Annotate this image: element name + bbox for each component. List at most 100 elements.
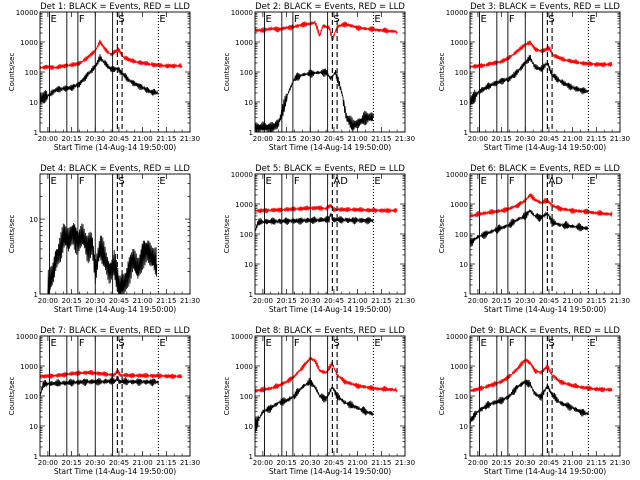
y-tick-label: 10000 [231,9,253,17]
event-marker-label: E [374,176,380,187]
y-axis-label: Counts/sec [8,215,16,254]
plot-frame [39,173,191,295]
x-tick-label: 20:45 [539,297,559,305]
y-tick-label: 1 [249,453,253,461]
event-marker-label: S [548,338,554,349]
y-tick-label: 10000 [16,333,38,341]
y-tick-label: 1 [464,291,468,299]
y-tick-label: 10 [244,261,253,269]
x-tick-label: 20:15 [276,135,296,143]
x-tick-label: 21:00 [563,297,583,305]
y-tick-label: 10 [29,216,38,224]
panel-data [40,369,183,398]
event-marker-label: F [294,338,300,349]
event-marker-label: E [50,14,56,25]
panel-title: Det 1: BLACK = Events, RED = LLD [40,2,190,12]
y-tick-label: 1000 [235,39,253,47]
panel-data [470,40,613,105]
x-tick-label: 21:00 [133,297,153,305]
x-tick-label: 21:15 [156,459,176,467]
event-marker-label: S [333,338,339,349]
x-tick-label: 20:45 [109,459,129,467]
panel-det-5: Det 5: BLACK = Events, RED = LLD 1 10 100 10… [223,164,415,314]
plot-frame [469,335,621,457]
x-tick-label: 20:15 [276,459,296,467]
x-tick-label: 21:00 [563,135,583,143]
panel-title: Det 2: BLACK = Events, RED = LLD [255,2,405,12]
event-marker-label: S [118,338,124,349]
series-line-events [470,378,589,425]
x-axis-label: Start Time (14-Aug-14 19:50:00) [269,143,391,152]
panel-data [255,20,398,132]
panel-det-9: Det 9: BLACK = Events, RED = LLD 1 10 100 10… [438,326,630,476]
x-tick-label: 21:15 [156,135,176,143]
event-marker-label: E [265,14,271,25]
y-tick-label: 1000 [235,363,253,371]
x-tick-label: 21:30 [180,135,200,143]
y-tick-label: 1 [34,453,38,461]
y-tick-label: 10000 [231,333,253,341]
x-tick-label: 21:30 [610,135,630,143]
y-tick-label: 1 [464,129,468,137]
series-line-events [47,222,158,294]
y-tick-label: 1000 [20,39,38,47]
panel-data [470,358,613,425]
event-marker-label: F [509,176,515,187]
plot-frame [39,11,191,133]
event-marker-label: F [79,176,85,187]
y-tick-label: 100 [455,69,468,77]
x-axis-label: Start Time (14-Aug-14 19:50:00) [269,467,391,476]
panel-title: Det 6: BLACK = Events, RED = LLD [470,164,620,174]
event-marker-label: F [79,14,85,25]
x-tick-label: 20:30 [515,459,535,467]
y-tick-label: 1000 [450,201,468,209]
event-marker-label: E [50,176,56,187]
y-tick-label: 10 [459,99,468,107]
event-marker-label: E [50,338,56,349]
y-tick-label: 1 [464,453,468,461]
series-line-events [470,54,589,105]
y-tick-label: 10000 [446,171,468,179]
event-marker-label: S [333,14,339,25]
event-marker-label: AD [333,176,348,187]
event-marker-label: E [589,14,595,25]
x-tick-label: 20:00 [468,459,488,467]
series-line-lld [40,39,183,70]
y-tick-label: 100 [240,231,253,239]
x-axis-label: Start Time (14-Aug-14 19:50:00) [484,143,606,152]
y-tick-label: 100 [240,69,253,77]
x-tick-label: 21:30 [610,297,630,305]
x-tick-label: 21:15 [156,297,176,305]
panel-det-2: Det 2: BLACK = Events, RED = LLD 1 10 100 10… [223,2,415,152]
event-marker-label: E [159,176,165,187]
x-tick-label: 20:45 [109,135,129,143]
event-marker-label: E [374,338,380,349]
y-axis-label: Counts/sec [223,377,231,416]
y-tick-label: 10000 [446,333,468,341]
event-marker-label: E [159,14,165,25]
series-line-lld [255,204,398,214]
plot-frame [39,335,191,457]
panel-det-1: Det 1: BLACK = Events, RED = LLD 1 10 100 10… [8,2,200,152]
x-axis-label: Start Time (14-Aug-14 19:50:00) [54,305,176,314]
x-tick-label: 20:45 [539,135,559,143]
event-marker-label: E [374,14,380,25]
event-marker-label: E [265,176,271,187]
series-line-events [40,375,159,398]
plot-frame [254,335,406,457]
y-tick-label: 1 [34,129,38,137]
x-tick-label: 20:15 [491,459,511,467]
x-tick-label: 20:00 [38,459,58,467]
event-marker-label: F [294,14,300,25]
y-tick-label: 100 [25,69,38,77]
x-tick-label: 20:30 [85,459,105,467]
panel-title: Det 5: BLACK = Events, RED = LLD [255,164,405,174]
series-line-events [255,377,374,433]
event-marker-label: F [79,338,85,349]
x-axis-label: Start Time (14-Aug-14 19:50:00) [54,467,176,476]
x-tick-label: 20:00 [253,297,273,305]
panel-data [255,204,398,233]
plot-frame [469,173,621,295]
y-tick-label: 100 [240,393,253,401]
panel-title: Det 4: BLACK = Events, RED = LLD [40,164,190,174]
